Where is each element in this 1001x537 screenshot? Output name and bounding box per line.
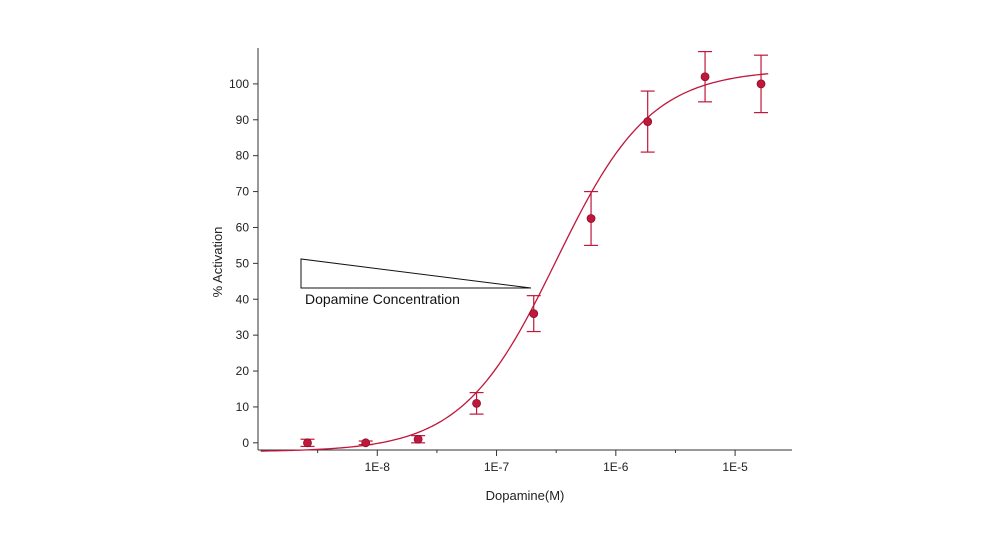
y-axis-title: % Activation (210, 227, 225, 298)
data-point (756, 79, 766, 89)
y-tick-label: 30 (236, 328, 250, 342)
data-point (472, 398, 481, 408)
data-point (413, 434, 423, 444)
data-points (303, 72, 766, 448)
y-tick-label: 90 (236, 113, 250, 127)
data-point (303, 438, 312, 448)
x-tick-label: 1E-5 (722, 460, 748, 474)
data-point (529, 309, 539, 319)
y-tick-label: 60 (236, 220, 250, 234)
y-tick-label: 40 (236, 292, 250, 306)
y-tick-label: 100 (229, 77, 249, 91)
data-point (586, 214, 596, 223)
ticks: 0 10 20 30 40 50 60 70 80 90 100 1E-8 1E-7 1E-6 1E-5 (229, 77, 748, 474)
annotations: Dopamine Concentration (300, 258, 532, 307)
axes (257, 48, 792, 451)
data-point (361, 438, 371, 448)
data-point (700, 72, 710, 82)
x-axis-title: Dopamine(M) (486, 488, 565, 503)
y-tick-label: 50 (236, 256, 250, 270)
fit-curve (260, 73, 769, 452)
annotation-text: Dopamine Concentration (305, 291, 460, 307)
x-tick-label: 1E-6 (603, 460, 629, 474)
error-bars (300, 50, 769, 448)
x-tick-label: 1E-7 (484, 460, 510, 474)
y-tick-label: 10 (236, 400, 250, 414)
fit-curves (260, 73, 769, 452)
y-tick-label: 70 (236, 185, 250, 199)
y-tick-label: 0 (242, 436, 249, 450)
x-tick-label: 1E-8 (365, 460, 391, 474)
y-tick-label: 80 (236, 149, 250, 163)
y-tick-label: 20 (236, 364, 250, 378)
data-point (643, 117, 653, 126)
concentration-wedge (300, 258, 532, 289)
